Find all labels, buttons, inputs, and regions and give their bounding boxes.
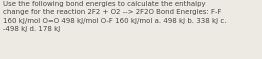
Text: Use the following bond energies to calculate the enthalpy
change for the reactio: Use the following bond energies to calcu… — [3, 1, 227, 32]
